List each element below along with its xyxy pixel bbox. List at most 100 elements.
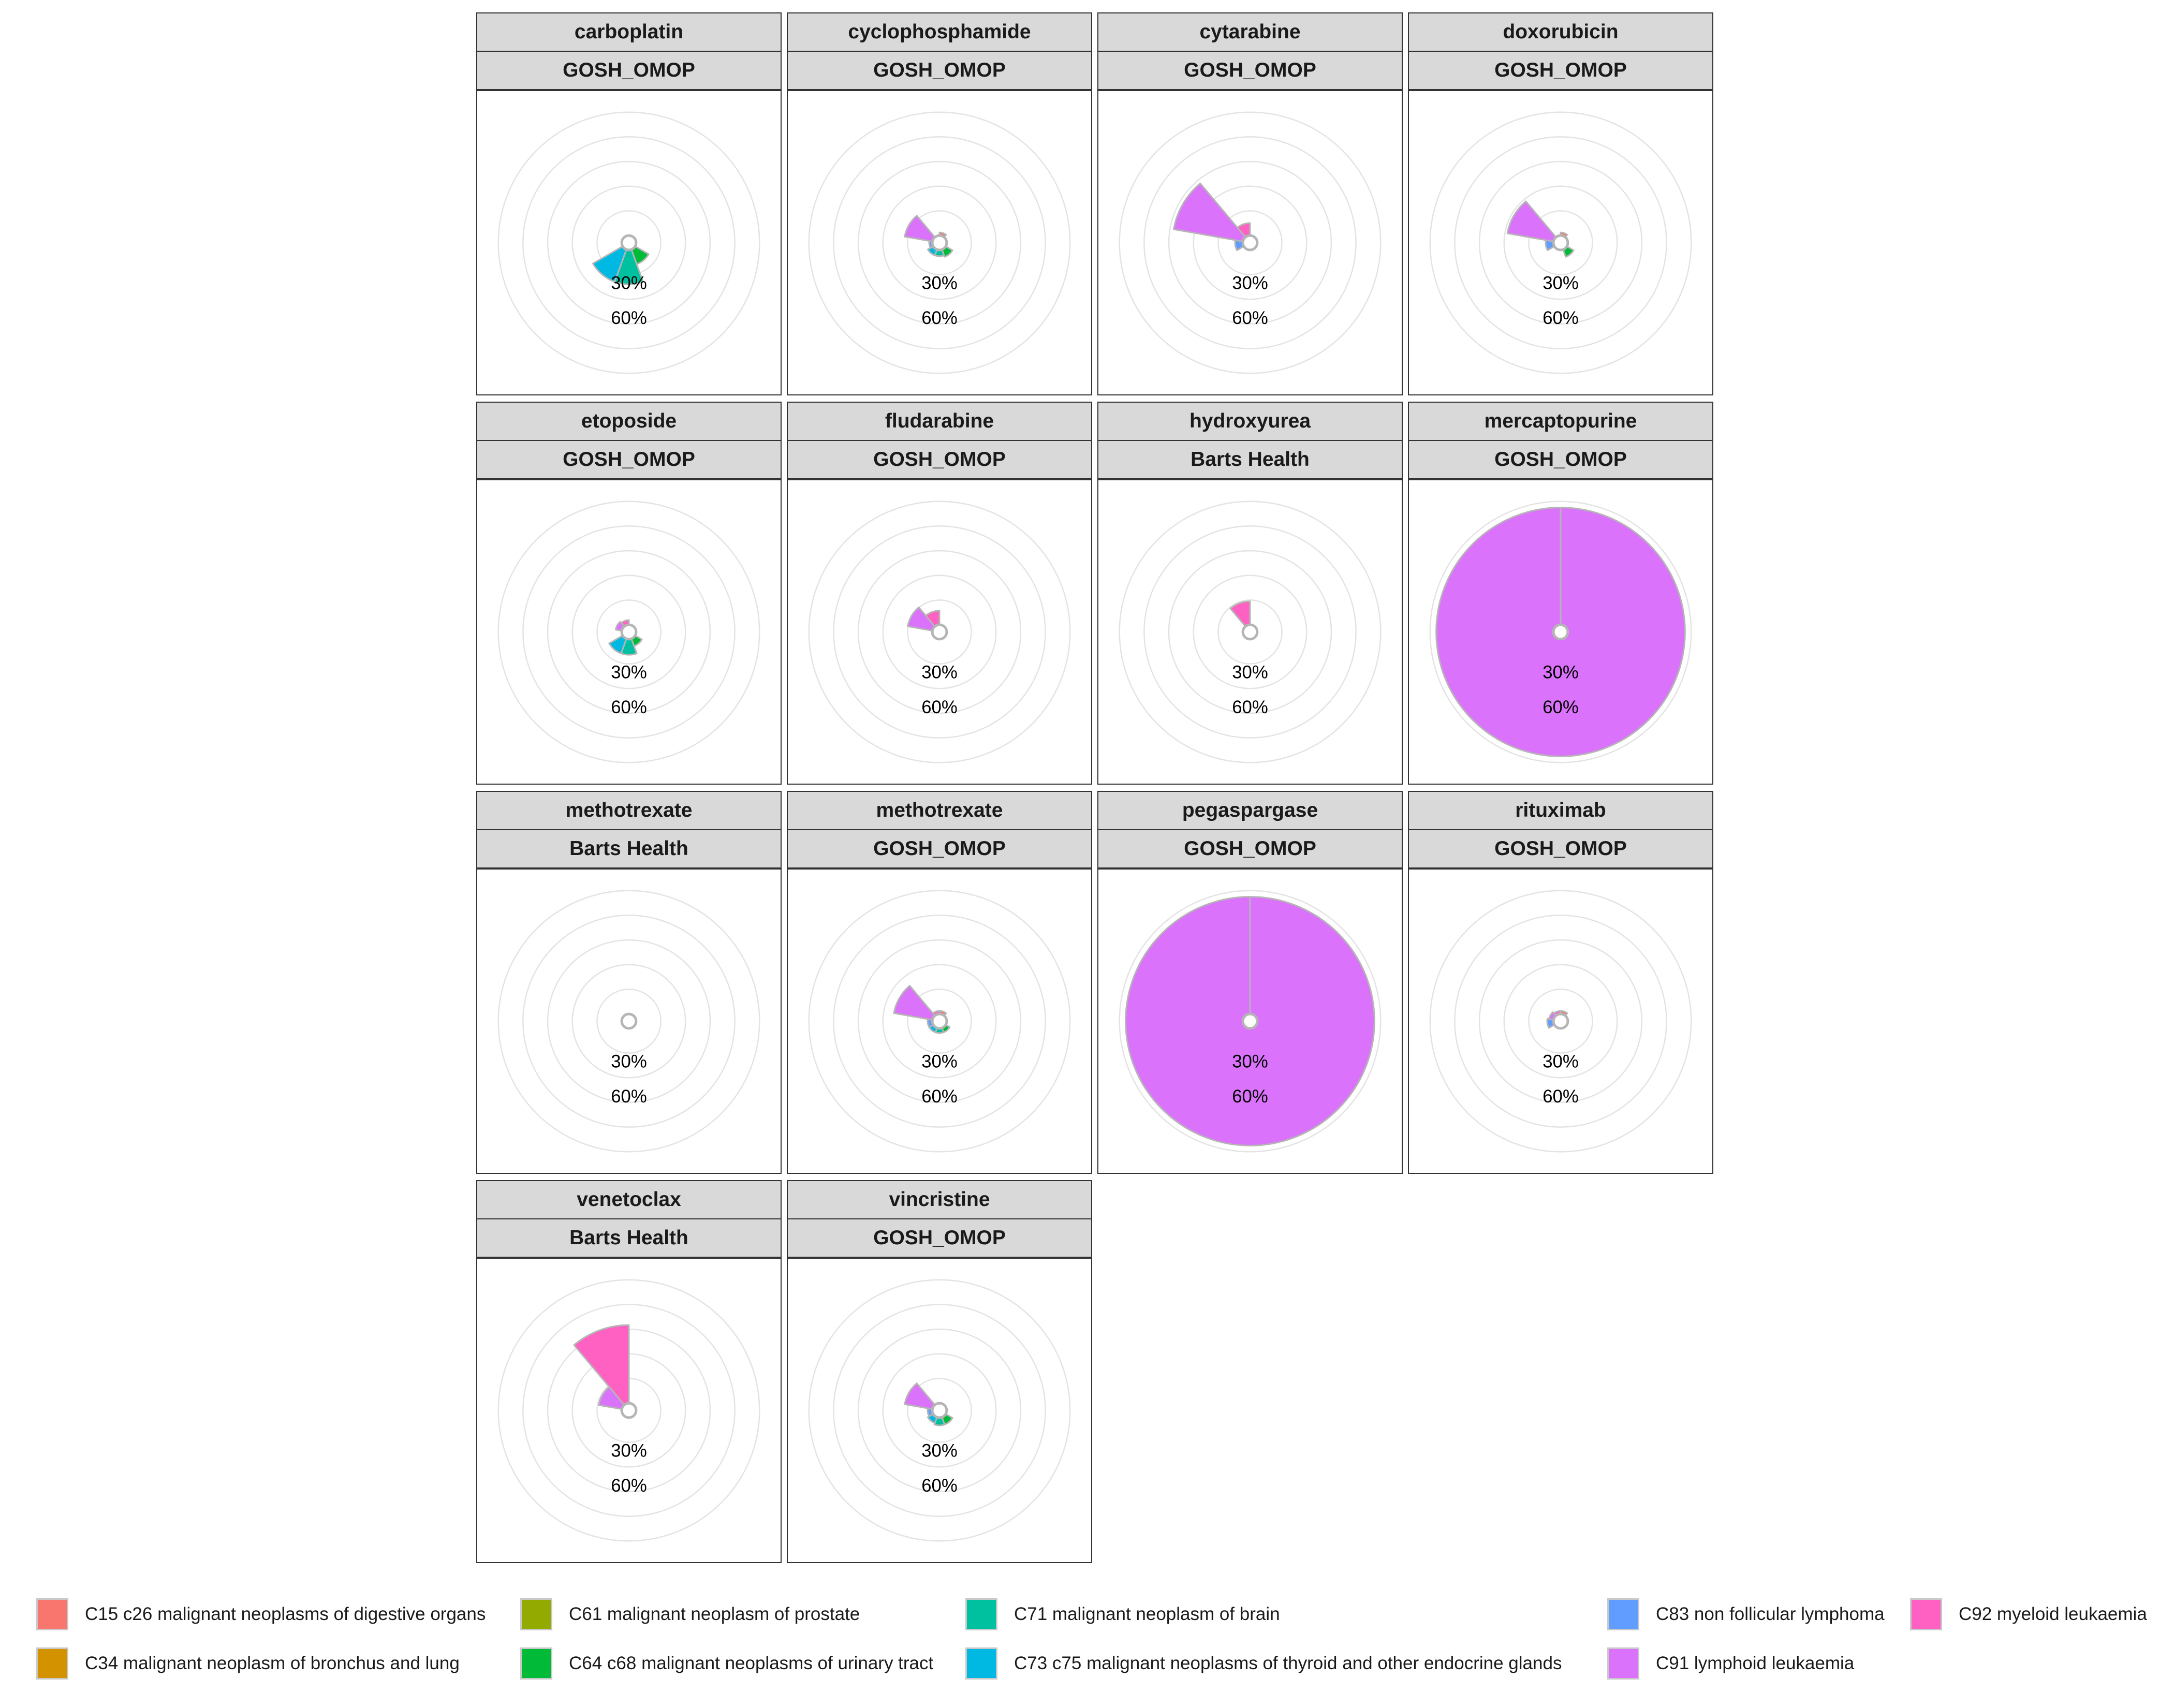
grid-ring <box>808 1279 1071 1542</box>
facet-strip-drug: rituximab <box>1408 791 1713 830</box>
grid-ring <box>833 136 1046 349</box>
polar-bar-c92 <box>573 1324 630 1406</box>
polar-center-hole <box>1241 1012 1259 1030</box>
grid-ring <box>497 500 760 763</box>
radial-tick-label: 30% <box>921 273 958 293</box>
radial-tick-label: 30% <box>921 662 958 682</box>
legend-key <box>1607 1647 1639 1680</box>
legend-label: C64 c68 malignant neoplasms of urinary t… <box>569 1653 934 1673</box>
legend-key <box>965 1647 997 1680</box>
radial-tick-label: 60% <box>611 698 647 717</box>
facet-strip-drug: carboplatin <box>476 12 782 52</box>
facet-strip-source: GOSH_OMOP <box>1097 52 1403 90</box>
legend-key <box>520 1598 552 1630</box>
radial-tick-label: 60% <box>1543 1087 1579 1107</box>
polar-plot: 30% 60% <box>1408 90 1713 395</box>
legend-item: C64 c68 malignant neoplasms of urinary t… <box>520 1646 933 1681</box>
radial-tick-label: 30% <box>1232 662 1268 682</box>
radial-tick-label: 60% <box>1543 308 1579 328</box>
facet-panel: etoposide GOSH_OMOP 30% 60% <box>476 402 782 785</box>
grid-ring <box>497 890 760 1153</box>
facet-strip-source: GOSH_OMOP <box>787 52 1092 90</box>
grid-ring <box>497 1279 760 1542</box>
grid-ring <box>907 989 972 1054</box>
facet-strip-drug: doxorubicin <box>1408 12 1713 52</box>
legend-key <box>520 1647 552 1680</box>
facet-strip-drug: pegaspargase <box>1097 791 1403 830</box>
grid-ring <box>882 575 997 689</box>
facet-strip-drug: etoposide <box>476 402 782 441</box>
polar-center-hole <box>931 1012 948 1030</box>
grid-ring <box>1217 210 1283 275</box>
facet-strip-source: GOSH_OMOP <box>787 830 1092 868</box>
legend-label: C83 non follicular lymphoma <box>1656 1604 1885 1624</box>
grid-ring <box>1119 111 1382 374</box>
facet-strip-drug: vincristine <box>787 1180 1092 1219</box>
facet-strip-source: GOSH_OMOP <box>476 52 782 90</box>
grid-ring <box>1478 160 1643 325</box>
facet-strip-source: GOSH_OMOP <box>1097 830 1403 868</box>
legend-label: C61 malignant neoplasm of prostate <box>569 1604 860 1624</box>
radial-tick-label: 60% <box>921 698 958 717</box>
grid-ring <box>1119 890 1382 1153</box>
radial-tick-label: 30% <box>1543 273 1579 293</box>
polar-center-hole <box>620 623 638 641</box>
polar-center-hole <box>931 623 948 641</box>
radial-tick-label: 60% <box>921 1087 958 1107</box>
legend-label: C91 lymphoid leukaemia <box>1656 1653 1855 1673</box>
radial-tick-label: 60% <box>921 1476 958 1496</box>
facet-panel: cyclophosphamide GOSH_OMOP 30% 60% <box>787 12 1092 395</box>
facet-strip-drug: venetoclax <box>476 1180 782 1219</box>
facet-panel: doxorubicin GOSH_OMOP 30% 60% <box>1408 12 1713 395</box>
polar-plot: 30% 60% <box>787 868 1092 1174</box>
grid-ring <box>596 989 662 1054</box>
grid-ring <box>596 599 662 665</box>
radial-tick-label: 60% <box>611 1087 647 1107</box>
grid-ring <box>1193 185 1308 300</box>
grid-ring <box>547 939 711 1103</box>
legend-item: C15 c26 malignant neoplasms of digestive… <box>36 1597 486 1631</box>
grid-ring <box>857 939 1022 1103</box>
grid-ring <box>1193 575 1308 689</box>
radial-tick-label: 30% <box>611 1052 647 1071</box>
legend-label: C34 malignant neoplasm of bronchus and l… <box>85 1653 460 1673</box>
polar-center-hole <box>931 1402 948 1419</box>
grid-ring <box>857 550 1022 714</box>
radial-tick-label: 30% <box>611 1441 647 1461</box>
grid-ring <box>1528 989 1593 1054</box>
radial-tick-label: 60% <box>1232 1087 1268 1107</box>
radial-tick-label: 30% <box>921 1441 958 1461</box>
grid-ring <box>808 111 1071 374</box>
legend-key <box>1607 1598 1639 1630</box>
polar-bar-c91 <box>904 1382 936 1410</box>
legend-item: C83 non follicular lymphoma <box>1607 1597 1885 1631</box>
grid-ring <box>522 525 736 739</box>
radial-tick-label: 30% <box>611 273 647 293</box>
facet-strip-drug: cytarabine <box>1097 12 1403 52</box>
polar-plot: 30% 60% <box>1097 868 1403 1174</box>
legend-key <box>36 1647 68 1680</box>
polar-center-hole <box>620 1012 638 1030</box>
facet-strip-source: GOSH_OMOP <box>476 441 782 479</box>
polar-center-hole <box>931 234 948 252</box>
facet-strip-source: GOSH_OMOP <box>787 441 1092 479</box>
facet-strip-source: GOSH_OMOP <box>1408 441 1713 479</box>
polar-plot: 30% 60% <box>1097 479 1403 785</box>
legend-item: C91 lymphoid leukaemia <box>1607 1646 1854 1681</box>
facet-strip-source: Barts Health <box>476 830 782 868</box>
polar-center-hole <box>1241 623 1259 641</box>
polar-center-hole <box>620 1402 638 1419</box>
facet-strip-source: GOSH_OMOP <box>787 1219 1092 1258</box>
legend: C15 c26 malignant neoplasms of digestive… <box>36 1597 2164 1696</box>
radial-tick-label: 60% <box>1232 308 1268 328</box>
legend-item: C92 myeloid leukaemia <box>1910 1597 2147 1631</box>
grid-ring <box>882 185 997 300</box>
facet-panel: methotrexate GOSH_OMOP 30% 60% <box>787 791 1092 1174</box>
polar-plot: 30% 60% <box>476 1258 782 1563</box>
grid-ring <box>571 575 686 689</box>
facet-panel: pegaspargase GOSH_OMOP 30% 60% <box>1097 791 1403 1174</box>
grid-ring <box>1143 525 1357 739</box>
grid-ring <box>1503 185 1618 300</box>
polar-bar-c91 <box>904 215 936 243</box>
